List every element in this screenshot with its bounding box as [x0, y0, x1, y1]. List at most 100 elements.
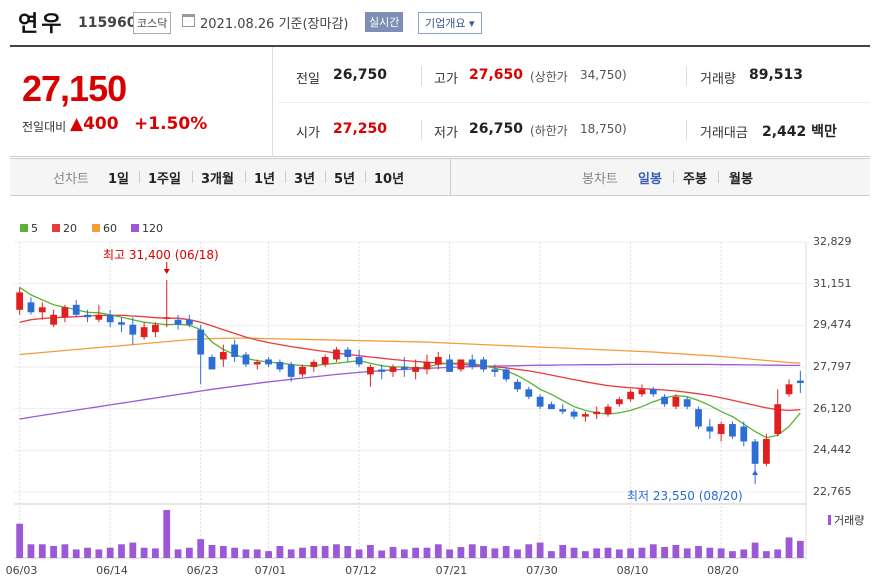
volume-bar — [729, 551, 736, 558]
legend-ma120: 120 — [131, 222, 163, 235]
volume-bar — [344, 546, 352, 558]
candle-body — [355, 356, 363, 365]
candle-body — [502, 369, 510, 380]
volume-bar — [174, 549, 182, 558]
candle-body — [50, 314, 57, 325]
candle-body — [457, 359, 465, 370]
volume-bar — [480, 546, 487, 558]
candle-body — [717, 424, 725, 434]
candle-body — [480, 359, 487, 370]
candle-body — [423, 361, 431, 370]
tab-separator — [192, 171, 193, 183]
x-tick-label: 08/20 — [707, 564, 739, 577]
realtime-button[interactable]: 실시간 — [365, 12, 404, 32]
quote-panel — [10, 47, 870, 157]
tab-3month[interactable]: 3개월 — [201, 172, 234, 187]
candle-body — [129, 324, 137, 335]
candle-body — [219, 352, 227, 360]
upper-limit-label: (상한가 — [530, 70, 568, 84]
volume-bar — [502, 546, 510, 558]
volume-bar — [706, 547, 714, 558]
candle-body — [197, 329, 205, 355]
tab-1week[interactable]: 1주일 — [148, 172, 181, 187]
tabs-divider — [450, 159, 451, 195]
cell-divider — [421, 120, 422, 140]
candle-body — [276, 361, 284, 370]
candle-body — [446, 359, 453, 372]
tab-weekly[interactable]: 주봉 — [683, 172, 707, 187]
y-tick-label: 22,765 — [813, 485, 852, 498]
candle-body — [367, 366, 374, 375]
candle-body — [536, 396, 544, 407]
candle-body — [468, 359, 476, 367]
candle-body — [661, 396, 668, 405]
candle-body — [333, 349, 340, 360]
volume-bar — [378, 550, 386, 558]
volume-bar — [118, 544, 125, 558]
company-overview-button[interactable]: 기업개요 ▾ — [418, 12, 482, 34]
tab-10year[interactable]: 10년 — [374, 172, 405, 187]
current-price: 27,150 — [22, 68, 127, 109]
volume-bar — [265, 551, 272, 558]
tab-1year[interactable]: 1년 — [254, 172, 276, 187]
candle-body — [649, 389, 657, 395]
y-tick-label: 26,120 — [813, 401, 852, 415]
volume-bar — [446, 549, 453, 558]
tab-1day[interactable]: 1일 — [108, 172, 130, 187]
tab-monthly[interactable]: 월봉 — [729, 172, 753, 187]
volume-bar — [751, 542, 759, 558]
volume-bar — [763, 551, 770, 558]
candle-body — [412, 366, 420, 372]
y-tick-label: 24,442 — [813, 443, 852, 457]
volume-bar — [593, 548, 601, 558]
ma-line-ma60 — [19, 337, 801, 364]
low-arrow-head — [752, 470, 759, 475]
tab-daily[interactable]: 일봉 — [638, 172, 662, 187]
volume-bar — [423, 547, 431, 558]
cell-divider — [421, 66, 422, 86]
prev-close-label: 전일 — [296, 72, 320, 87]
volume-bar — [638, 547, 646, 558]
candle-body — [581, 414, 589, 417]
volume-bar — [525, 544, 533, 558]
candle-body — [253, 361, 261, 365]
candle-body — [706, 426, 714, 432]
open-label: 시가 — [296, 126, 320, 141]
ma-line-ma5 — [19, 286, 801, 439]
candle-body — [61, 307, 69, 318]
candle-body — [683, 399, 691, 407]
candle-body — [729, 424, 736, 437]
low-annotation: 최저 23,550 (08/20) — [627, 489, 743, 503]
volume-bar — [615, 549, 623, 558]
volume-bar — [785, 537, 793, 558]
volume-bar — [310, 546, 318, 558]
tab-3year[interactable]: 3년 — [294, 172, 316, 187]
quote-divider — [272, 47, 273, 157]
candle-body — [763, 438, 770, 464]
volume-bar — [185, 547, 193, 558]
candle-body — [231, 344, 239, 357]
x-tick-label: 07/30 — [526, 564, 558, 577]
candle-body — [548, 404, 555, 410]
x-tick-label: 06/23 — [186, 564, 219, 577]
volume-bar — [457, 547, 465, 558]
volume-bar — [355, 549, 363, 558]
volume-bar — [299, 547, 306, 558]
candle-body — [344, 349, 352, 357]
volume-bar — [740, 549, 748, 558]
tab-5year[interactable]: 5년 — [334, 172, 356, 187]
candle-body — [570, 411, 578, 417]
volume-bar — [84, 547, 91, 558]
volume-bar — [16, 523, 24, 558]
stock-code: 115960 — [78, 15, 137, 31]
x-tick-label: 06/14 — [96, 564, 128, 577]
candle-body — [751, 441, 759, 464]
volume-bar — [231, 547, 239, 558]
change-amount: ▲400 — [70, 114, 119, 134]
volume-bar — [287, 549, 295, 558]
candle-body — [695, 409, 702, 427]
volume-label: 거래량 — [700, 72, 736, 87]
candle-body — [185, 319, 193, 325]
volume-bar — [695, 546, 702, 558]
